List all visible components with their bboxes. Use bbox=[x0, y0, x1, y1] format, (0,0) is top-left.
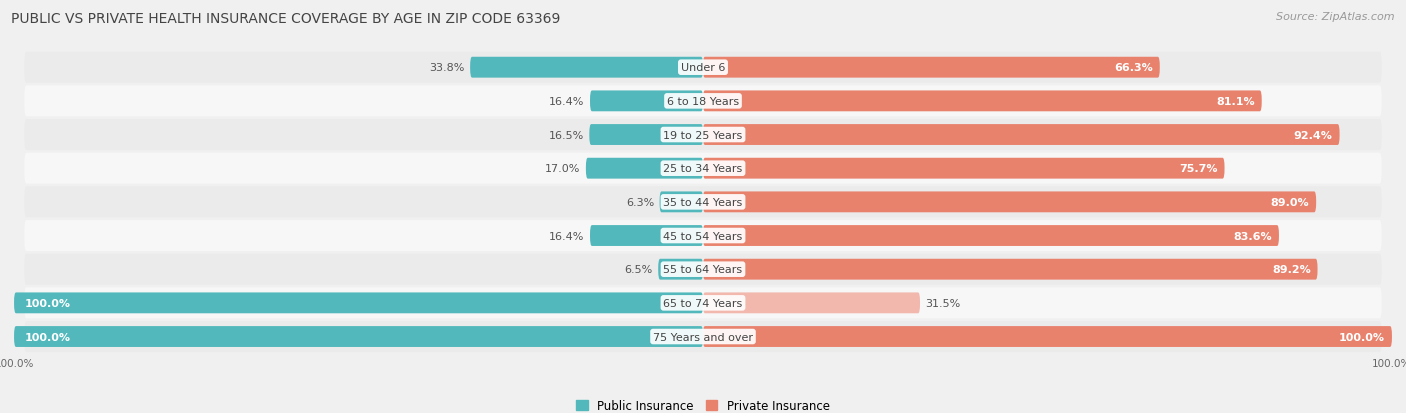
FancyBboxPatch shape bbox=[703, 326, 1392, 347]
FancyBboxPatch shape bbox=[24, 120, 1382, 151]
Text: 75 Years and over: 75 Years and over bbox=[652, 332, 754, 342]
FancyBboxPatch shape bbox=[703, 225, 1279, 247]
FancyBboxPatch shape bbox=[589, 125, 703, 146]
Text: 6.5%: 6.5% bbox=[624, 265, 652, 275]
Text: 65 to 74 Years: 65 to 74 Years bbox=[664, 298, 742, 308]
FancyBboxPatch shape bbox=[24, 221, 1382, 252]
FancyBboxPatch shape bbox=[24, 321, 1382, 352]
Text: 55 to 64 Years: 55 to 64 Years bbox=[664, 265, 742, 275]
Text: 25 to 34 Years: 25 to 34 Years bbox=[664, 164, 742, 174]
FancyBboxPatch shape bbox=[703, 158, 1225, 179]
Text: 33.8%: 33.8% bbox=[429, 63, 464, 73]
FancyBboxPatch shape bbox=[659, 192, 703, 213]
Text: 6 to 18 Years: 6 to 18 Years bbox=[666, 97, 740, 107]
FancyBboxPatch shape bbox=[703, 259, 1317, 280]
Text: 17.0%: 17.0% bbox=[546, 164, 581, 174]
Text: 66.3%: 66.3% bbox=[1114, 63, 1153, 73]
Text: 6.3%: 6.3% bbox=[626, 197, 654, 207]
Text: 16.4%: 16.4% bbox=[550, 231, 585, 241]
Text: 89.0%: 89.0% bbox=[1271, 197, 1309, 207]
Text: Under 6: Under 6 bbox=[681, 63, 725, 73]
FancyBboxPatch shape bbox=[703, 91, 1261, 112]
Text: Source: ZipAtlas.com: Source: ZipAtlas.com bbox=[1277, 12, 1395, 22]
FancyBboxPatch shape bbox=[14, 326, 703, 347]
FancyBboxPatch shape bbox=[14, 293, 703, 313]
FancyBboxPatch shape bbox=[470, 58, 703, 78]
FancyBboxPatch shape bbox=[703, 293, 920, 313]
Text: 75.7%: 75.7% bbox=[1180, 164, 1218, 174]
Legend: Public Insurance, Private Insurance: Public Insurance, Private Insurance bbox=[571, 394, 835, 413]
FancyBboxPatch shape bbox=[24, 86, 1382, 117]
FancyBboxPatch shape bbox=[24, 288, 1382, 318]
Text: 16.5%: 16.5% bbox=[548, 130, 583, 140]
Text: 92.4%: 92.4% bbox=[1294, 130, 1333, 140]
FancyBboxPatch shape bbox=[703, 58, 1160, 78]
FancyBboxPatch shape bbox=[24, 153, 1382, 184]
Text: 100.0%: 100.0% bbox=[24, 298, 70, 308]
Text: 100.0%: 100.0% bbox=[1339, 332, 1385, 342]
Text: 16.4%: 16.4% bbox=[550, 97, 585, 107]
Text: PUBLIC VS PRIVATE HEALTH INSURANCE COVERAGE BY AGE IN ZIP CODE 63369: PUBLIC VS PRIVATE HEALTH INSURANCE COVER… bbox=[11, 12, 561, 26]
Text: 19 to 25 Years: 19 to 25 Years bbox=[664, 130, 742, 140]
FancyBboxPatch shape bbox=[586, 158, 703, 179]
Text: 100.0%: 100.0% bbox=[24, 332, 70, 342]
Text: 35 to 44 Years: 35 to 44 Years bbox=[664, 197, 742, 207]
FancyBboxPatch shape bbox=[591, 225, 703, 247]
Text: 89.2%: 89.2% bbox=[1272, 265, 1310, 275]
FancyBboxPatch shape bbox=[703, 192, 1316, 213]
FancyBboxPatch shape bbox=[591, 91, 703, 112]
Text: 31.5%: 31.5% bbox=[925, 298, 960, 308]
Text: 83.6%: 83.6% bbox=[1233, 231, 1272, 241]
FancyBboxPatch shape bbox=[24, 254, 1382, 285]
FancyBboxPatch shape bbox=[24, 187, 1382, 218]
Text: 81.1%: 81.1% bbox=[1216, 97, 1254, 107]
FancyBboxPatch shape bbox=[658, 259, 703, 280]
FancyBboxPatch shape bbox=[24, 52, 1382, 83]
Text: 45 to 54 Years: 45 to 54 Years bbox=[664, 231, 742, 241]
FancyBboxPatch shape bbox=[703, 125, 1340, 146]
